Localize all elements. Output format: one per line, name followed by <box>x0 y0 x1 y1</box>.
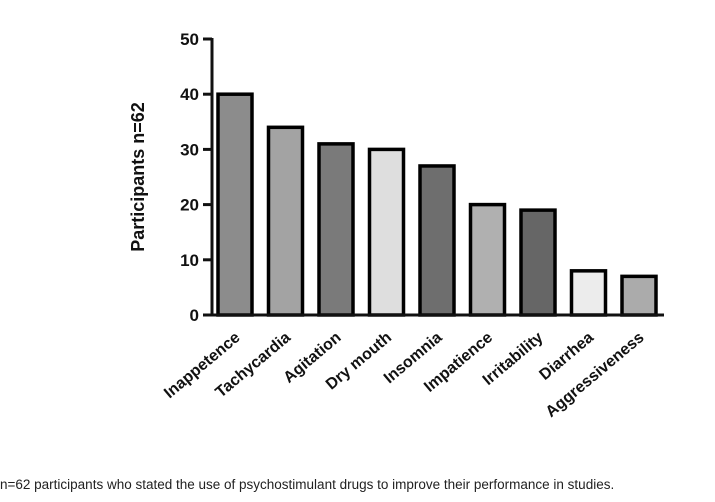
y-tick-label: 0 <box>190 306 199 325</box>
bar-inappetence <box>216 92 254 317</box>
y-tick-label: 40 <box>180 85 199 104</box>
bar-aggressiveness <box>620 274 658 317</box>
bar-tachycardia <box>266 125 305 317</box>
bar-dry-mouth <box>367 147 406 317</box>
bar-impatience <box>468 202 507 317</box>
bar-insomnia <box>418 164 456 317</box>
bar-diarrhea <box>569 269 608 317</box>
y-tick-label: 10 <box>180 251 199 270</box>
y-tick-label: 20 <box>180 196 199 215</box>
y-tick-label: 30 <box>180 140 199 159</box>
figure-caption: n=62 participants who stated the use of … <box>0 477 615 492</box>
y-tick-label: 50 <box>180 30 199 49</box>
y-axis-label: Participants n=62 <box>128 102 148 252</box>
bar-irritability <box>519 208 557 317</box>
bar-agitation <box>317 142 355 317</box>
